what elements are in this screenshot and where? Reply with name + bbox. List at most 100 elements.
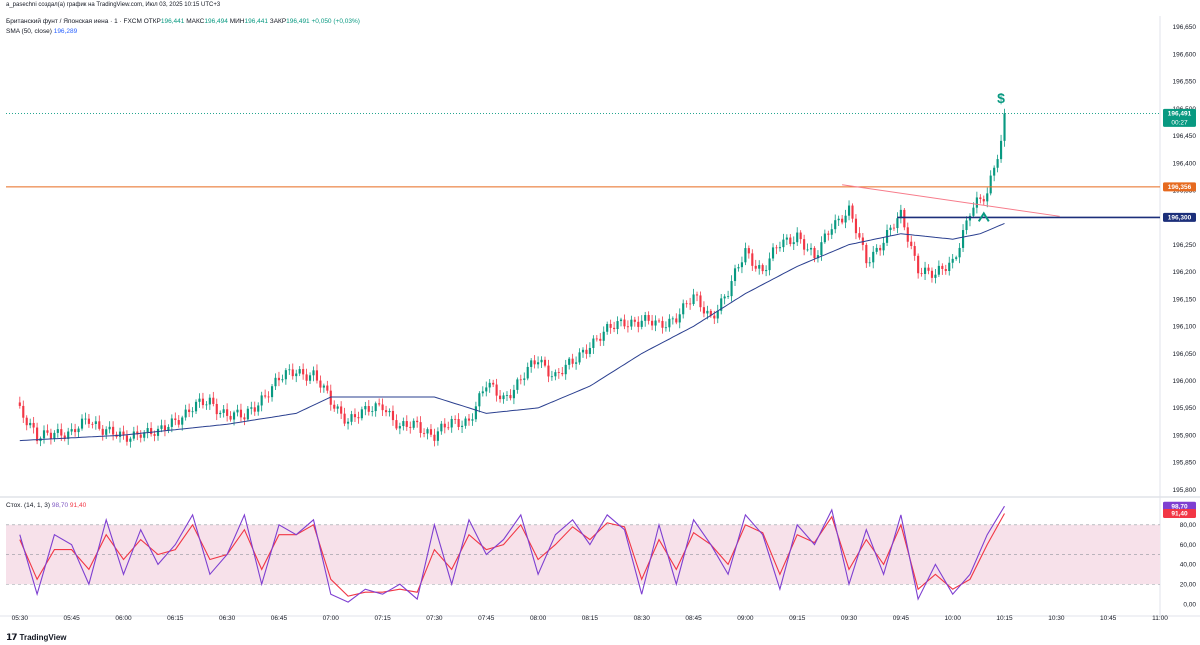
candle[interactable] — [481, 391, 484, 394]
candle[interactable] — [578, 352, 581, 363]
candle[interactable] — [778, 247, 782, 249]
candle[interactable] — [326, 385, 329, 391]
candle[interactable] — [913, 246, 916, 256]
candle[interactable] — [682, 303, 685, 315]
candle[interactable] — [94, 421, 97, 425]
candle[interactable] — [847, 205, 851, 216]
candle[interactable] — [108, 426, 111, 430]
candle[interactable] — [899, 209, 902, 219]
stoch-d-line[interactable] — [19, 513, 1005, 597]
candle[interactable] — [568, 358, 571, 365]
candle[interactable] — [257, 405, 260, 412]
candle[interactable] — [205, 404, 208, 406]
candle[interactable] — [975, 197, 978, 208]
candle[interactable] — [540, 359, 543, 363]
candle[interactable] — [830, 229, 833, 235]
candle[interactable] — [961, 230, 965, 248]
candle[interactable] — [56, 429, 59, 433]
candle[interactable] — [267, 396, 270, 398]
candle[interactable] — [889, 227, 892, 231]
candle[interactable] — [215, 403, 218, 415]
candle[interactable] — [509, 395, 512, 399]
candle[interactable] — [219, 412, 222, 415]
candle[interactable] — [999, 140, 1003, 160]
candle[interactable] — [315, 370, 319, 381]
candle[interactable] — [450, 418, 453, 428]
candle[interactable] — [167, 426, 170, 431]
candle[interactable] — [751, 253, 754, 266]
candle[interactable] — [813, 247, 816, 259]
candle[interactable] — [523, 378, 526, 380]
candle[interactable] — [353, 414, 357, 418]
candle[interactable] — [858, 233, 861, 238]
candle[interactable] — [875, 247, 878, 252]
candle[interactable] — [409, 426, 412, 428]
candle[interactable] — [42, 430, 46, 439]
candle[interactable] — [647, 315, 650, 321]
candle[interactable] — [709, 310, 712, 316]
candle[interactable] — [823, 233, 826, 243]
candle[interactable] — [129, 438, 132, 442]
candle[interactable] — [32, 422, 35, 428]
candle[interactable] — [644, 315, 647, 321]
candle[interactable] — [18, 402, 21, 406]
candle[interactable] — [561, 372, 564, 375]
candle[interactable] — [651, 320, 654, 326]
candle[interactable] — [637, 321, 640, 327]
candle[interactable] — [865, 244, 868, 264]
time-axis[interactable]: 05:30 05:45 06:00 06:15 06:30 06:45 07:00 07:15… — [12, 615, 1169, 622]
candle[interactable] — [346, 421, 350, 424]
candle[interactable] — [944, 269, 947, 272]
candle[interactable] — [343, 413, 346, 424]
candle[interactable] — [191, 411, 194, 413]
candle[interactable] — [360, 409, 363, 419]
candle[interactable] — [457, 419, 460, 427]
candle[interactable] — [758, 265, 761, 269]
candle[interactable] — [585, 349, 588, 354]
candle[interactable] — [809, 247, 813, 250]
candle[interactable] — [105, 429, 108, 435]
candle[interactable] — [803, 239, 806, 250]
candle[interactable] — [664, 327, 667, 329]
candle[interactable] — [689, 303, 692, 305]
candle[interactable] — [136, 431, 139, 435]
candle[interactable] — [488, 382, 491, 388]
candle[interactable] — [844, 215, 847, 223]
candle[interactable] — [675, 318, 678, 323]
candle[interactable] — [156, 428, 160, 436]
trend-line[interactable] — [842, 184, 1060, 217]
candle[interactable] — [29, 422, 32, 426]
candle[interactable] — [295, 373, 298, 377]
candle[interactable] — [391, 410, 395, 421]
candle[interactable] — [174, 418, 177, 421]
candle[interactable] — [302, 369, 305, 375]
candle[interactable] — [426, 429, 429, 434]
candle[interactable] — [63, 435, 66, 439]
candle[interactable] — [799, 232, 802, 240]
candle[interactable] — [927, 267, 930, 271]
candle[interactable] — [288, 369, 291, 371]
candle[interactable] — [554, 372, 557, 377]
candle[interactable] — [253, 407, 256, 412]
candle[interactable] — [112, 426, 115, 435]
candle[interactable] — [768, 258, 771, 271]
tradingview-logo[interactable]: 𝟭𝟳 TradingView — [6, 632, 67, 643]
candle[interactable] — [281, 379, 284, 381]
candle[interactable] — [685, 303, 688, 305]
candle[interactable] — [671, 318, 674, 320]
candle[interactable] — [910, 241, 913, 247]
candle[interactable] — [581, 349, 585, 353]
candle[interactable] — [98, 421, 101, 429]
candle[interactable] — [747, 248, 750, 254]
candle[interactable] — [699, 295, 702, 308]
candle[interactable] — [60, 429, 63, 436]
candle[interactable] — [246, 408, 249, 420]
candle[interactable] — [495, 384, 498, 396]
candle[interactable] — [198, 398, 201, 402]
candle[interactable] — [378, 403, 381, 405]
candle[interactable] — [706, 310, 709, 314]
candle[interactable] — [384, 410, 388, 413]
candle[interactable] — [264, 395, 267, 397]
candle[interactable] — [336, 406, 339, 409]
